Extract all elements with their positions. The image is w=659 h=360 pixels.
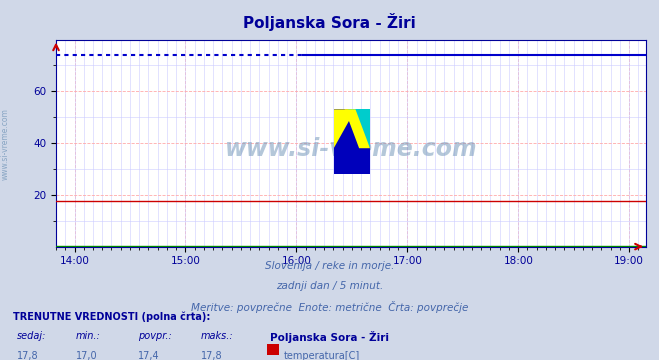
Text: 17,8: 17,8 (16, 351, 38, 360)
Polygon shape (345, 109, 370, 148)
Polygon shape (333, 109, 355, 148)
Text: min.:: min.: (76, 331, 101, 341)
Text: www.si-vreme.com: www.si-vreme.com (1, 108, 10, 180)
Text: www.si-vreme.com: www.si-vreme.com (225, 137, 477, 161)
Polygon shape (348, 109, 370, 148)
Text: zadnji dan / 5 minut.: zadnji dan / 5 minut. (276, 281, 383, 291)
Text: 17,0: 17,0 (76, 351, 98, 360)
Text: 17,4: 17,4 (138, 351, 160, 360)
Text: Meritve: povprečne  Enote: metrične  Črta: povprečje: Meritve: povprečne Enote: metrične Črta:… (191, 301, 468, 312)
Text: 17,8: 17,8 (201, 351, 223, 360)
Text: sedaj:: sedaj: (16, 331, 46, 341)
Text: maks.:: maks.: (201, 331, 234, 341)
Text: Poljanska Sora - Žiri: Poljanska Sora - Žiri (243, 13, 416, 31)
Text: temperatura[C]: temperatura[C] (283, 351, 360, 360)
Text: TRENUTNE VREDNOSTI (polna črta):: TRENUTNE VREDNOSTI (polna črta): (13, 311, 211, 322)
Text: Slovenija / reke in morje.: Slovenija / reke in morje. (265, 261, 394, 271)
Text: Poljanska Sora - Žiri: Poljanska Sora - Žiri (270, 331, 389, 343)
Text: povpr.:: povpr.: (138, 331, 172, 341)
